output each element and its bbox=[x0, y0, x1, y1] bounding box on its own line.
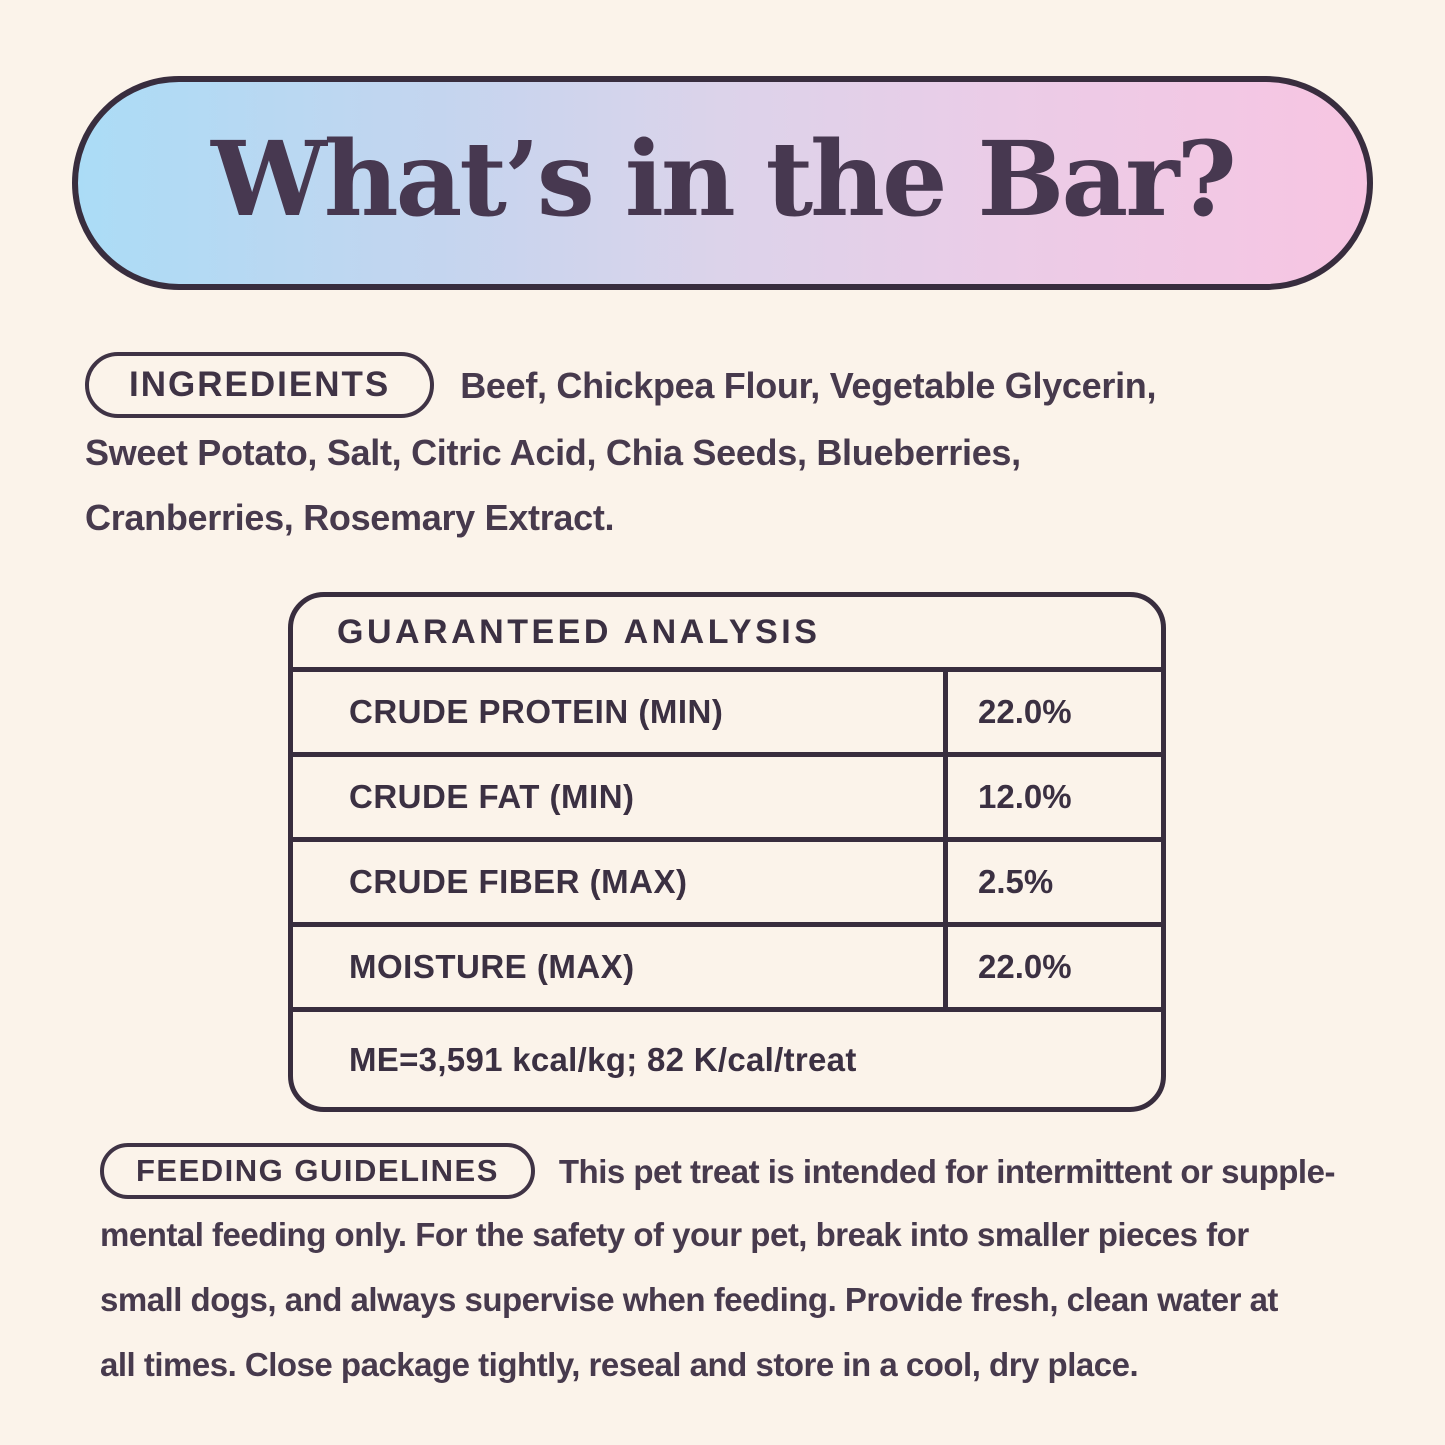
ingredients-text-line-1: Beef, Chickpea Flour, Vegetable Glycerin… bbox=[460, 364, 1157, 406]
feeding-text-line-1: This pet treat is intended for intermitt… bbox=[558, 1152, 1336, 1190]
analysis-row-value: 2.5% bbox=[943, 842, 1161, 922]
analysis-row-value: 12.0% bbox=[943, 757, 1161, 837]
table-row: CRUDE FAT (MIN) 12.0% bbox=[293, 752, 1161, 837]
header-banner: What’s in the Bar? bbox=[72, 76, 1373, 290]
feeding-first-line: FEEDING GUIDELINES This pet treat is int… bbox=[100, 1140, 1430, 1202]
guaranteed-analysis-title: GUARANTEED ANALYSIS bbox=[337, 612, 821, 651]
feeding-text-line-4: all times. Close package tightly, reseal… bbox=[100, 1346, 1139, 1383]
analysis-row-value: 22.0% bbox=[943, 672, 1161, 752]
analysis-row-label: CRUDE PROTEIN (MIN) bbox=[349, 693, 724, 730]
feeding-text-line-2: mental feeding only. For the safety of y… bbox=[100, 1216, 1249, 1253]
ingredients-section: INGREDIENTS Beef, Chickpea Flour, Vegeta… bbox=[85, 350, 1375, 550]
table-row: CRUDE FIBER (MAX) 2.5% bbox=[293, 837, 1161, 922]
feeding-text-line-3: small dogs, and always supervise when fe… bbox=[100, 1281, 1278, 1318]
feeding-guidelines-section: FEEDING GUIDELINES This pet treat is int… bbox=[100, 1140, 1430, 1397]
table-row: MOISTURE (MAX) 22.0% bbox=[293, 922, 1161, 1007]
ingredients-text-line-3: Cranberries, Rosemary Extract. bbox=[85, 497, 615, 538]
calorie-content-note: ME=3,591 kcal/kg; 82 K/cal/treat bbox=[293, 1007, 1161, 1107]
ingredients-first-line: INGREDIENTS Beef, Chickpea Flour, Vegeta… bbox=[85, 350, 1375, 420]
page-title: What’s in the Bar? bbox=[211, 118, 1237, 240]
ingredients-label-pill: INGREDIENTS bbox=[85, 352, 435, 418]
feeding-guidelines-label-pill: FEEDING GUIDELINES bbox=[100, 1143, 535, 1199]
analysis-row-label: CRUDE FIBER (MAX) bbox=[349, 863, 688, 900]
table-row: CRUDE PROTEIN (MIN) 22.0% bbox=[293, 667, 1161, 752]
analysis-row-label: CRUDE FAT (MIN) bbox=[349, 778, 635, 815]
analysis-row-label: MOISTURE (MAX) bbox=[349, 948, 635, 985]
ingredients-text-line-2: Sweet Potato, Salt, Citric Acid, Chia Se… bbox=[85, 432, 1021, 473]
analysis-row-value: 22.0% bbox=[943, 927, 1161, 1007]
guaranteed-analysis-table: GUARANTEED ANALYSIS CRUDE PROTEIN (MIN) … bbox=[288, 592, 1166, 1112]
